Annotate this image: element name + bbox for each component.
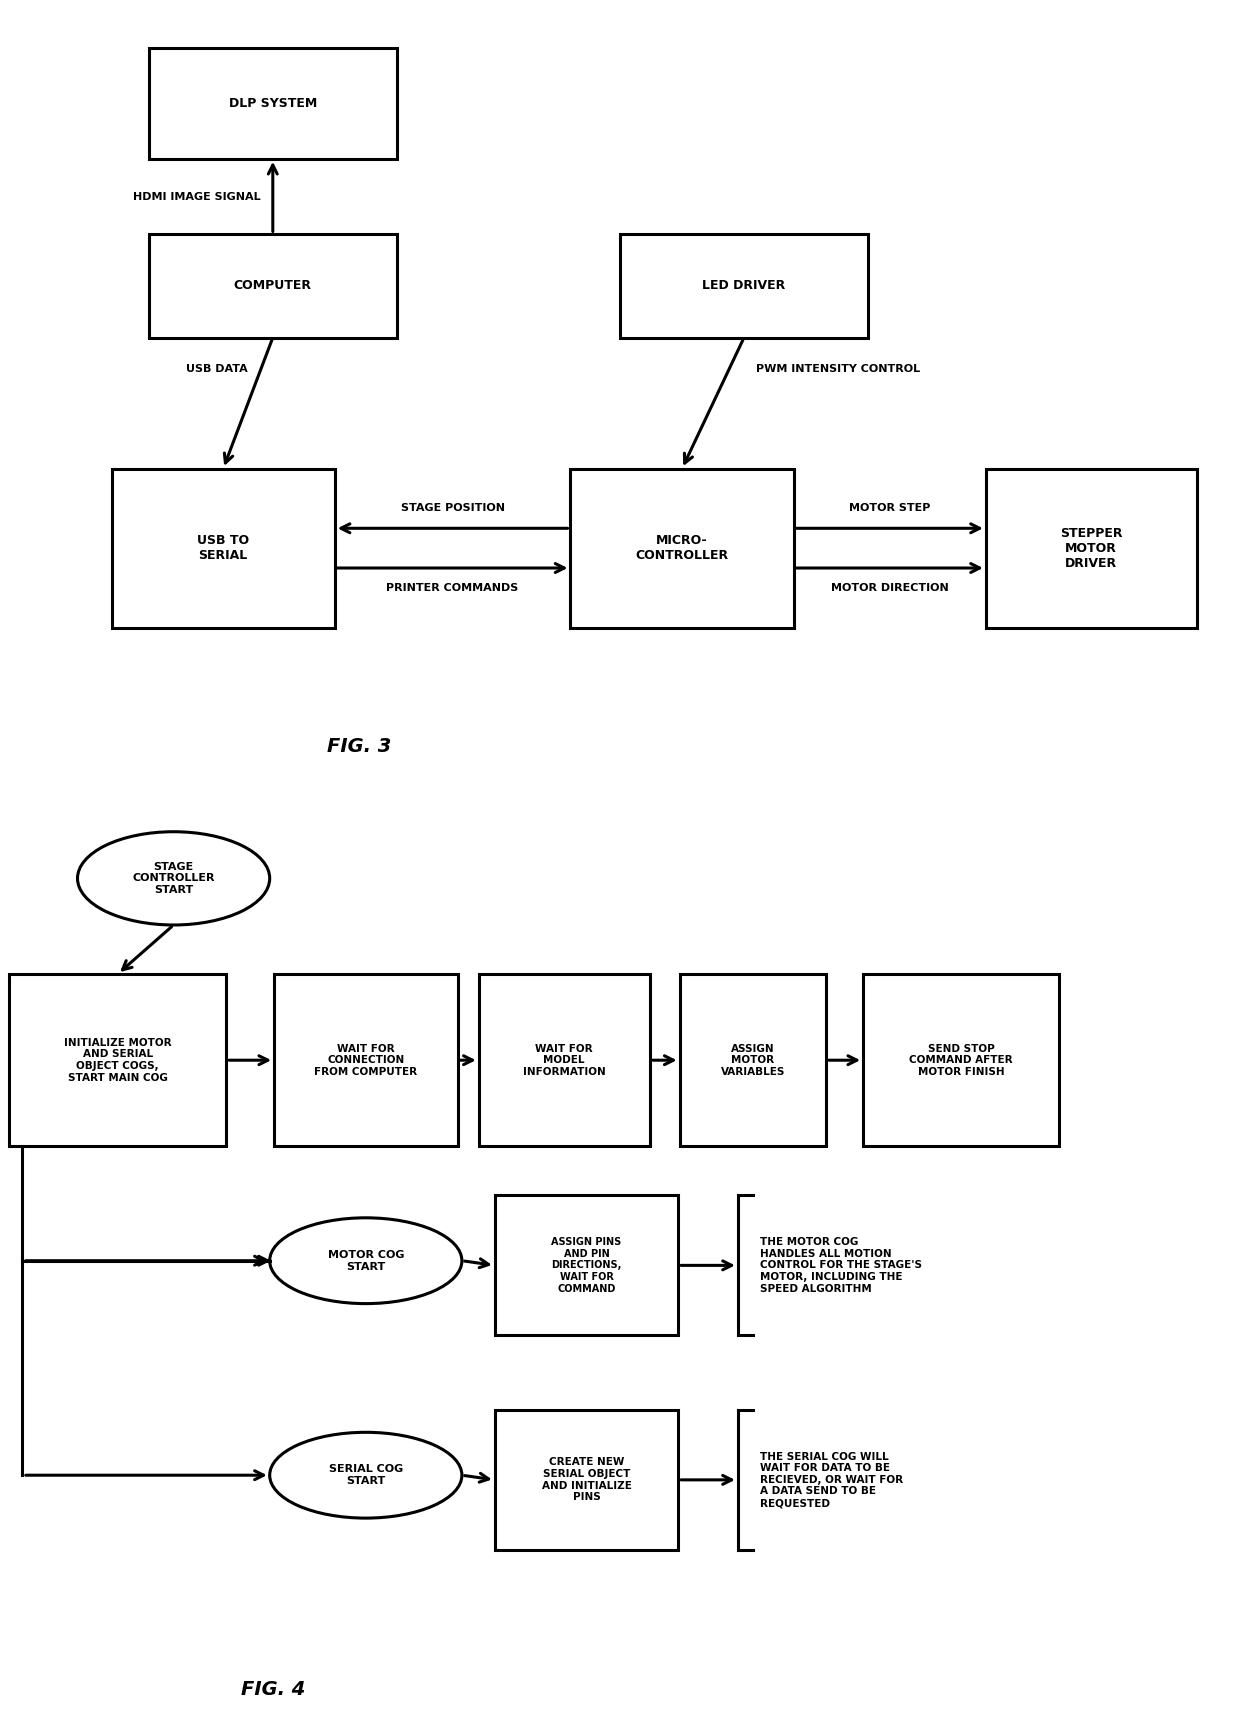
FancyBboxPatch shape — [479, 974, 650, 1147]
Text: DLP SYSTEM: DLP SYSTEM — [228, 97, 317, 111]
Text: PWM INTENSITY CONTROL: PWM INTENSITY CONTROL — [756, 364, 920, 375]
Text: WAIT FOR
MODEL
INFORMATION: WAIT FOR MODEL INFORMATION — [523, 1043, 605, 1078]
Text: LED DRIVER: LED DRIVER — [702, 280, 786, 292]
FancyBboxPatch shape — [863, 974, 1059, 1147]
Text: MOTOR STEP: MOTOR STEP — [849, 504, 930, 513]
FancyBboxPatch shape — [274, 974, 458, 1147]
Text: THE MOTOR COG
HANDLES ALL MOTION
CONTROL FOR THE STAGE'S
MOTOR, INCLUDING THE
SP: THE MOTOR COG HANDLES ALL MOTION CONTROL… — [760, 1237, 923, 1294]
Text: STEPPER
MOTOR
DRIVER: STEPPER MOTOR DRIVER — [1060, 527, 1122, 570]
Text: MOTOR DIRECTION: MOTOR DIRECTION — [831, 584, 949, 592]
Text: INITIALIZE MOTOR
AND SERIAL
OBJECT COGS,
START MAIN COG: INITIALIZE MOTOR AND SERIAL OBJECT COGS,… — [64, 1038, 171, 1083]
FancyBboxPatch shape — [10, 974, 226, 1147]
Text: USB TO
SERIAL: USB TO SERIAL — [197, 534, 249, 563]
Text: STAGE POSITION: STAGE POSITION — [401, 504, 505, 513]
Text: HDMI IMAGE SIGNAL: HDMI IMAGE SIGNAL — [133, 192, 260, 202]
FancyBboxPatch shape — [495, 1195, 678, 1335]
Text: THE SERIAL COG WILL
WAIT FOR DATA TO BE
RECIEVED, OR WAIT FOR
A DATA SEND TO BE
: THE SERIAL COG WILL WAIT FOR DATA TO BE … — [760, 1452, 903, 1508]
Text: WAIT FOR
CONNECTION
FROM COMPUTER: WAIT FOR CONNECTION FROM COMPUTER — [314, 1043, 418, 1078]
Text: COMPUTER: COMPUTER — [234, 280, 311, 292]
Text: FIG. 3: FIG. 3 — [327, 737, 392, 756]
Ellipse shape — [269, 1432, 461, 1518]
Text: STAGE
CONTROLLER
START: STAGE CONTROLLER START — [133, 862, 215, 895]
Text: ASSIGN PINS
AND PIN
DIRECTIONS,
WAIT FOR
COMMAND: ASSIGN PINS AND PIN DIRECTIONS, WAIT FOR… — [552, 1237, 621, 1294]
Text: SEND STOP
COMMAND AFTER
MOTOR FINISH: SEND STOP COMMAND AFTER MOTOR FINISH — [909, 1043, 1013, 1078]
FancyBboxPatch shape — [620, 235, 868, 338]
Text: MICRO-
CONTROLLER: MICRO- CONTROLLER — [635, 534, 729, 563]
Text: MOTOR COG
START: MOTOR COG START — [327, 1250, 404, 1271]
FancyBboxPatch shape — [149, 48, 397, 159]
FancyBboxPatch shape — [570, 468, 794, 627]
Ellipse shape — [78, 832, 270, 926]
FancyBboxPatch shape — [495, 1409, 678, 1549]
FancyBboxPatch shape — [112, 468, 335, 627]
Ellipse shape — [269, 1218, 461, 1304]
Text: ASSIGN
MOTOR
VARIABLES: ASSIGN MOTOR VARIABLES — [720, 1043, 785, 1078]
FancyBboxPatch shape — [680, 974, 826, 1147]
Text: FIG. 4: FIG. 4 — [241, 1680, 305, 1699]
Text: SERIAL COG
START: SERIAL COG START — [329, 1464, 403, 1485]
FancyBboxPatch shape — [149, 235, 397, 338]
FancyBboxPatch shape — [986, 468, 1197, 627]
Text: PRINTER COMMANDS: PRINTER COMMANDS — [387, 584, 518, 592]
Text: USB DATA: USB DATA — [186, 364, 248, 375]
Text: CREATE NEW
SERIAL OBJECT
AND INITIALIZE
PINS: CREATE NEW SERIAL OBJECT AND INITIALIZE … — [542, 1458, 631, 1502]
